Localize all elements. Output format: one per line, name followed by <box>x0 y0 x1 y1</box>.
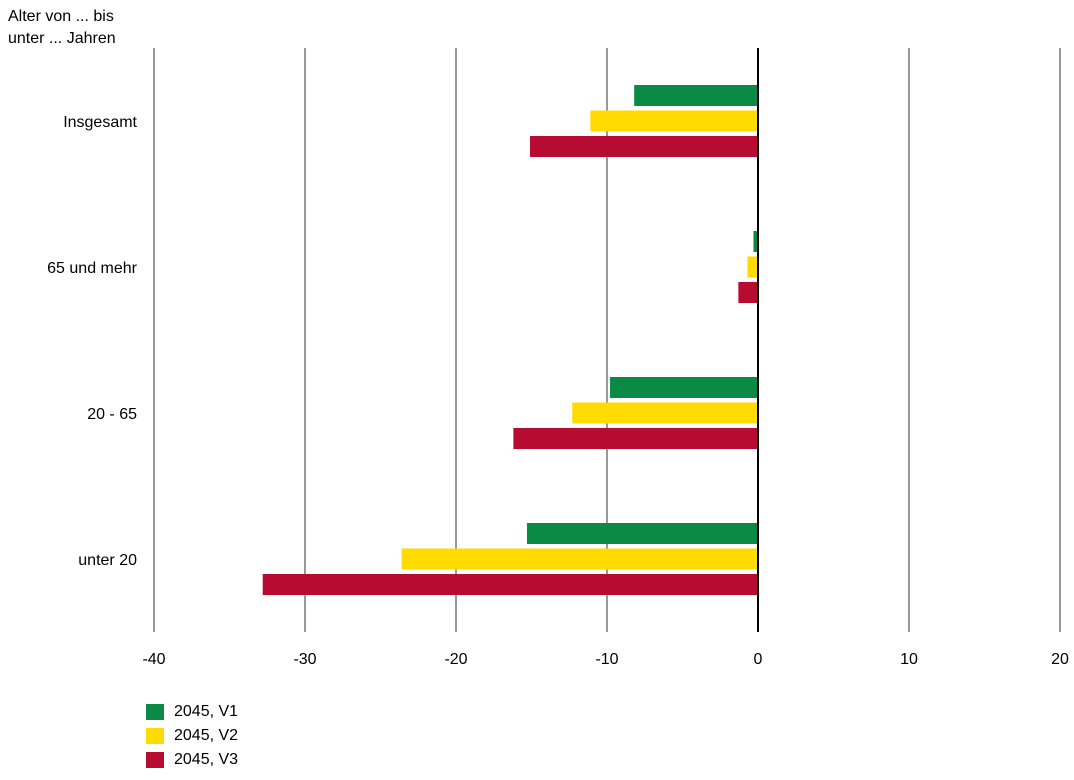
legend-item-v2: 2045, V2 <box>146 724 238 748</box>
bars <box>262 85 758 595</box>
x-tick-label: 20 <box>1051 651 1069 668</box>
y-axis-title-line-1: Alter von ... bis <box>8 8 114 25</box>
bar <box>747 256 758 278</box>
legend-item-v3: 2045, V3 <box>146 748 238 772</box>
legend-swatch-v3 <box>146 752 164 768</box>
bar <box>529 136 758 157</box>
x-tick-label: -30 <box>293 651 316 668</box>
category-label: unter 20 <box>78 552 137 569</box>
y-axis-title: Alter von ... bis unter ... Jahren <box>8 6 116 50</box>
x-tick-label: 10 <box>900 651 918 668</box>
legend-swatch-v1 <box>146 704 164 720</box>
x-tick-labels: -40 -30 -20 -10 0 10 20 <box>142 651 1069 668</box>
legend-swatch-v2 <box>146 728 164 744</box>
category-label: 65 und mehr <box>47 260 138 277</box>
category-label: Insgesamt <box>63 114 137 131</box>
category-labels: Insgesamt 65 und mehr 20 - 65 unter 20 <box>47 114 138 569</box>
legend: 2045, V1 2045, V2 2045, V3 <box>146 700 238 772</box>
x-tick-label: -10 <box>595 651 618 668</box>
legend-label-v3: 2045, V3 <box>174 751 239 768</box>
x-tick-label: 0 <box>754 651 763 668</box>
bar <box>572 402 758 424</box>
bar <box>401 548 758 570</box>
bar <box>753 231 758 252</box>
bar <box>590 110 758 132</box>
legend-label-v2: 2045, V2 <box>174 727 239 744</box>
gridlines <box>153 48 1061 632</box>
category-label: 20 - 65 <box>87 406 137 423</box>
bar <box>513 428 758 449</box>
x-tick-label: -40 <box>142 651 165 668</box>
x-tick-label: -20 <box>444 651 467 668</box>
bar <box>738 282 758 303</box>
y-axis-title-line-2: unter ... Jahren <box>8 30 116 47</box>
bar-chart: -40 -30 -20 -10 0 10 20 Insgesamt 65 und mehr 20… <box>47 48 1069 668</box>
bar <box>610 377 758 398</box>
bar <box>634 85 758 106</box>
bar <box>526 523 758 544</box>
bar <box>262 574 758 595</box>
legend-item-v1: 2045, V1 <box>146 700 238 724</box>
legend-label-v1: 2045, V1 <box>174 703 239 720</box>
